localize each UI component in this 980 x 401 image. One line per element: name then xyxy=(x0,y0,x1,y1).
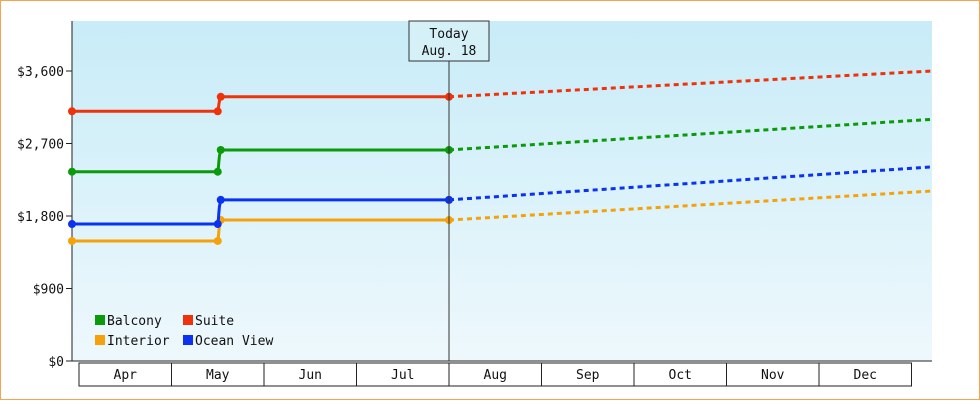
legend-swatch xyxy=(95,315,105,325)
x-tick-label: Apr xyxy=(114,368,138,383)
today-box xyxy=(408,20,490,62)
x-tick-label: Jul xyxy=(391,368,414,383)
legend: Balcony Suite Interior Ocean View xyxy=(95,314,273,349)
x-axis-band xyxy=(78,362,912,387)
y-tick-label: $900 xyxy=(33,283,64,298)
data-point xyxy=(68,167,76,176)
data-point xyxy=(68,220,76,229)
data-point xyxy=(213,167,222,176)
data-point xyxy=(213,107,222,116)
legend-label: Interior xyxy=(107,334,170,349)
data-point xyxy=(216,195,225,204)
legend-swatch xyxy=(95,335,105,345)
legend-label: Ocean View xyxy=(195,334,273,349)
x-tick-label: May xyxy=(206,368,230,383)
y-tick-label: $0 xyxy=(48,355,64,370)
x-tick-label: Sep xyxy=(576,368,600,383)
x-tick-label: Oct xyxy=(669,368,692,383)
x-tick-label: Aug xyxy=(484,368,507,383)
data-point xyxy=(68,107,76,116)
y-tick-label: $2,700 xyxy=(17,138,64,153)
y-tick-label: $3,600 xyxy=(17,65,64,80)
x-tick-label: Dec xyxy=(854,368,877,383)
legend-label: Suite xyxy=(195,314,234,329)
legend-label: Balcony xyxy=(107,314,162,329)
x-tick-label: Jun xyxy=(299,368,322,383)
data-point xyxy=(68,236,76,245)
y-tick-label: $1,800 xyxy=(17,210,64,225)
data-point xyxy=(213,236,222,245)
legend-swatch xyxy=(183,335,193,345)
data-point xyxy=(213,220,222,229)
series-layer xyxy=(68,69,933,245)
data-point xyxy=(216,92,225,101)
x-axis: Apr May Jun Jul Aug Sep Oct Nov Dec xyxy=(72,360,932,387)
plot-area xyxy=(72,21,932,361)
x-tick-label: Nov xyxy=(761,368,785,383)
legend-swatch xyxy=(183,315,193,325)
today-date: Aug. 18 xyxy=(422,44,477,59)
today-marker: Today Aug. 18 xyxy=(408,20,490,361)
today-label: Today xyxy=(429,27,468,42)
data-point xyxy=(216,145,225,154)
y-axis: $0 $900 $1,800 $2,700 $3,600 xyxy=(17,21,73,370)
